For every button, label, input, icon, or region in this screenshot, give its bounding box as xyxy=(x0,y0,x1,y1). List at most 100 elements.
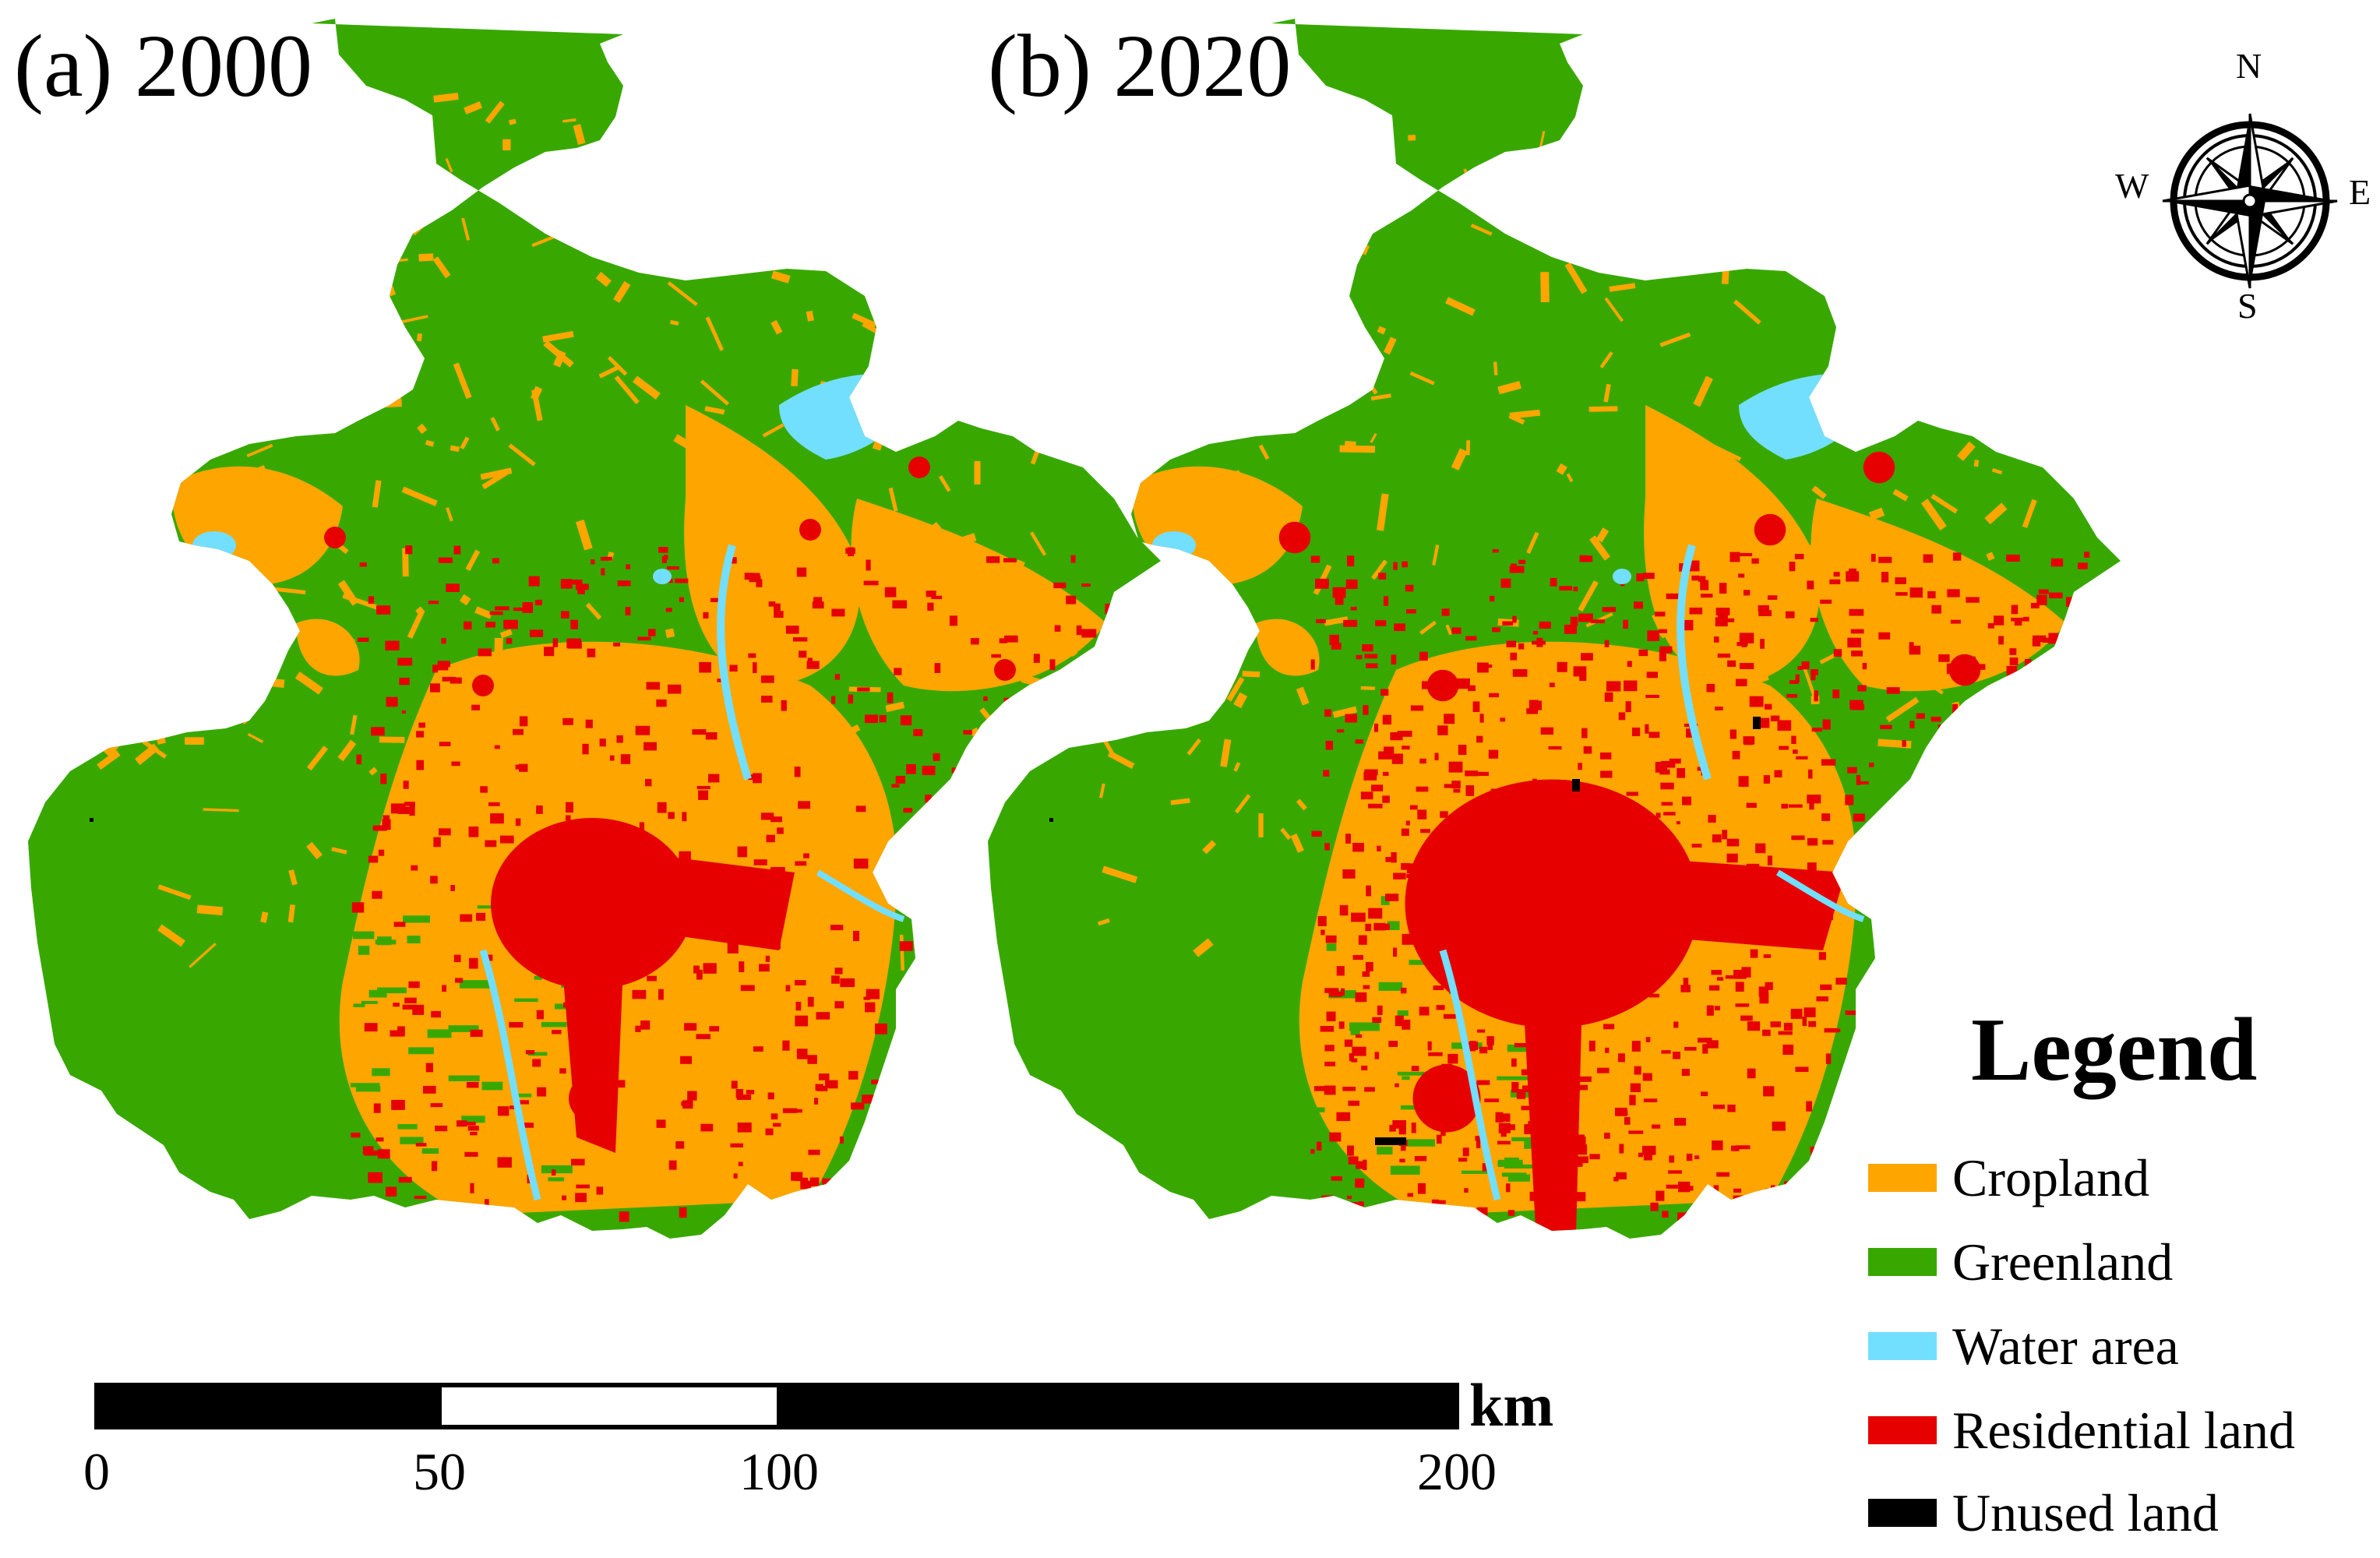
cropland-speck xyxy=(294,671,323,695)
urban-extension xyxy=(1521,950,1583,1239)
residential-swatch xyxy=(1868,1416,1937,1444)
residential-speck xyxy=(1441,608,1450,616)
residential-speck xyxy=(405,545,413,555)
cropland-speck xyxy=(1445,624,1453,636)
residential-speck xyxy=(1377,923,1390,930)
residential-speck xyxy=(2065,865,2079,869)
residential-speck xyxy=(486,954,493,961)
residential-speck xyxy=(1310,659,1315,670)
greenland-speck xyxy=(1397,1071,1428,1076)
residential-speck xyxy=(2056,777,2066,784)
cropland-speck xyxy=(1080,446,1089,456)
cropland-speck xyxy=(1296,686,1310,706)
cropland-speck xyxy=(569,230,592,249)
residential-speck xyxy=(1378,751,1392,760)
residential-speck xyxy=(1916,713,1925,719)
cropland-speck xyxy=(247,732,264,743)
residential-speck xyxy=(1778,1031,1793,1035)
residential-speck xyxy=(983,815,996,819)
residential-speck xyxy=(675,578,689,583)
residential-speck xyxy=(1904,926,1917,932)
residential-speck xyxy=(1941,753,1946,758)
residential-speck xyxy=(1634,974,1645,980)
cropland-speck xyxy=(157,884,192,901)
residential-speck xyxy=(1698,576,1706,582)
cropland-speck xyxy=(1370,393,1391,401)
residential-speck xyxy=(1853,813,1865,822)
cropland-speck xyxy=(974,460,981,485)
residential-speck xyxy=(1081,583,1091,587)
residential-speck xyxy=(696,785,710,790)
residential-speck xyxy=(2011,605,2019,615)
residential-speck xyxy=(2082,823,2090,834)
residential-speck xyxy=(1476,1080,1490,1085)
residential-speck xyxy=(1945,1133,1952,1142)
cropland-speck xyxy=(1332,706,1357,718)
residential-speck xyxy=(1406,863,1422,874)
residential-speck xyxy=(1962,976,1973,985)
residential-speck xyxy=(2054,802,2063,810)
residential-speck xyxy=(637,636,651,641)
cropland-speck xyxy=(416,333,422,342)
cropland-speck xyxy=(1141,458,1155,471)
residential-speck xyxy=(1795,674,1800,682)
legend-item-unused: Unused land xyxy=(1868,1483,2219,1542)
residential-speck xyxy=(845,548,856,554)
residential-speck xyxy=(1563,847,1573,851)
cropland-speck xyxy=(1017,356,1042,376)
cropland-speck xyxy=(541,204,552,219)
residential-speck xyxy=(1395,1083,1399,1087)
cropland-speck xyxy=(108,467,126,493)
residential-speck xyxy=(983,696,988,701)
residential-speck xyxy=(525,941,537,952)
residential-speck xyxy=(1498,807,1506,818)
residential-speck xyxy=(2086,853,2096,862)
river-yongding xyxy=(1439,949,1501,1201)
residential-speck xyxy=(2084,914,2097,924)
residential-speck xyxy=(534,929,547,938)
residential-speck xyxy=(1950,619,1961,624)
residential-speck xyxy=(1331,1176,1342,1181)
residential-speck xyxy=(1579,555,1588,559)
residential-speck xyxy=(1578,763,1582,770)
residential-speck xyxy=(1402,561,1409,568)
residential-speck xyxy=(1627,844,1641,848)
residential-speck xyxy=(528,576,540,587)
residential-speck xyxy=(816,1213,822,1225)
residential-speck xyxy=(1819,915,1834,921)
cropland-speck xyxy=(1945,160,1962,174)
residential-speck xyxy=(1779,746,1789,750)
residential-speck xyxy=(1729,552,1740,562)
cropland-speck xyxy=(598,365,621,379)
cropland-speck xyxy=(1984,502,2008,525)
residential-speck xyxy=(1536,637,1543,647)
cropland-speck xyxy=(1509,409,1541,419)
residential-speck xyxy=(1715,617,1728,627)
cropland-speck xyxy=(1220,738,1232,767)
residential-speck xyxy=(1351,1058,1358,1063)
residential-speck xyxy=(709,1026,720,1032)
residential-speck xyxy=(1320,1026,1335,1032)
residential-speck xyxy=(1557,661,1567,672)
residential-speck xyxy=(1783,1022,1793,1031)
cropland-speck xyxy=(1868,507,1885,521)
residential-speck xyxy=(1650,1202,1659,1211)
cropland-speck xyxy=(472,922,482,934)
residential-speck xyxy=(1661,1050,1671,1054)
residential-speck xyxy=(1399,1158,1405,1163)
residential-speck xyxy=(1352,954,1363,961)
residential-speck xyxy=(1581,811,1589,819)
residential-speck xyxy=(1643,573,1655,580)
residential-speck xyxy=(1713,1104,1726,1109)
residential-speck xyxy=(1845,795,1854,805)
cropland-speck xyxy=(209,131,224,146)
cropland-speck xyxy=(1578,580,1599,612)
residential-speck xyxy=(985,789,995,795)
residential-speck xyxy=(1765,1188,1779,1192)
greenland-speck xyxy=(1397,1010,1409,1017)
cropland-speck xyxy=(704,787,722,801)
cropland-speck xyxy=(1937,876,1946,889)
cropland-speck xyxy=(143,535,159,546)
residential-speck xyxy=(1642,1145,1656,1155)
residential-speck xyxy=(1738,776,1749,788)
